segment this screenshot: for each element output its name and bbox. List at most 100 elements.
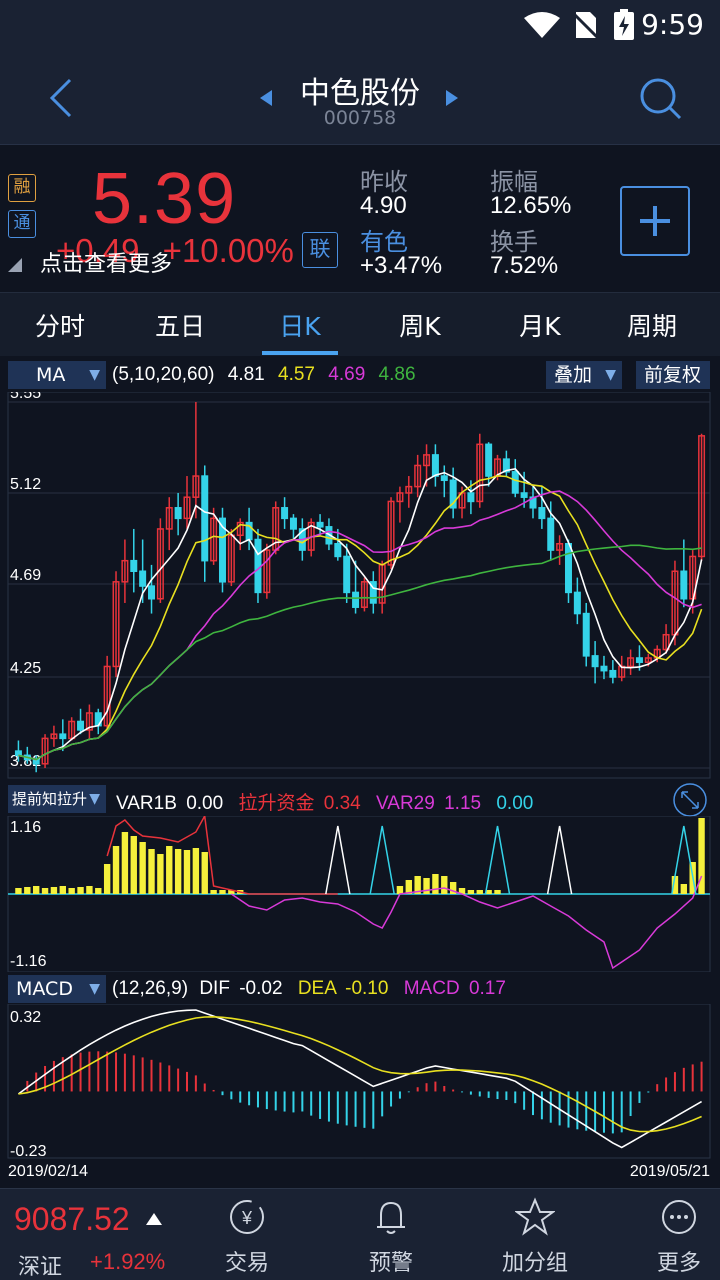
overlay-select[interactable]: 叠加 ▼ (546, 361, 622, 389)
tab-intraday[interactable]: 分时 (34, 312, 85, 341)
ma10-line (18, 474, 703, 761)
signal-spike (546, 825, 573, 895)
tab-period[interactable]: 周期 (626, 312, 677, 341)
macd-params: (12,26,9) (112, 978, 189, 999)
ma-values: (5,10,20,60) 4.81 4.57 4.69 4.86 (112, 364, 416, 386)
price-change: +0.49 +10.00% (56, 232, 294, 270)
change-value: +0.49 (56, 232, 140, 269)
nav-more[interactable]: 更多 (624, 1197, 720, 1277)
turnover-value: 7.52% (490, 252, 559, 279)
expand-icon[interactable] (672, 782, 708, 818)
add-watchlist-button[interactable] (620, 186, 690, 256)
plus-icon (640, 206, 670, 236)
candle-body (502, 458, 510, 473)
candle-body (263, 549, 271, 594)
indicator-bar (192, 848, 200, 894)
candle-body (573, 591, 581, 615)
period-tabs: 分时 五日 日K 周K 月K 周期 (0, 292, 720, 356)
candle-body (520, 492, 528, 498)
candle-body (547, 517, 555, 551)
candle-body (14, 750, 22, 757)
more-info-hint[interactable]: 点击查看更多 (40, 252, 173, 277)
corner-triangle-icon (8, 258, 22, 272)
chart-frame (7, 392, 711, 779)
candle-body (130, 559, 138, 572)
var29-label: VAR29 (376, 793, 435, 814)
ma-select-label: MA (36, 364, 66, 386)
candle-body (156, 528, 164, 600)
indicator-bar (219, 890, 226, 894)
y-tick-label: -1.16 (10, 953, 47, 970)
candle-body (476, 443, 484, 503)
candle-body (148, 585, 156, 600)
connect-tag: 通 (8, 210, 36, 238)
indicator-bar (174, 849, 182, 894)
nav-trade[interactable]: ¥ 交易 (192, 1197, 302, 1277)
y-tick-label: 5.55 (10, 392, 41, 402)
candle-body (600, 665, 608, 672)
var-indicator-select[interactable]: 提前知拉升 ▼ (8, 785, 106, 813)
indicator-bar (671, 876, 679, 894)
var29-value: 1.15 (444, 793, 482, 814)
tab-monthly-k[interactable]: 月K (519, 312, 561, 341)
prev-stock-icon[interactable] (258, 88, 274, 108)
candle-body (174, 507, 182, 520)
index-value[interactable]: 9087.52 (14, 1201, 130, 1237)
adjust-button[interactable]: 前复权 (636, 361, 710, 389)
indicator-bar (59, 886, 66, 894)
signal-spike (484, 825, 511, 895)
dea-line (18, 1015, 702, 1133)
macd-values: (12,26,9) DIF -0.02 DEA -0.10 MACD 0.17 (112, 978, 506, 1000)
amplitude-label: 振幅 (490, 168, 538, 196)
indicator-bar (148, 849, 155, 894)
tab-five-day[interactable]: 五日 (154, 312, 205, 341)
macd-label: MACD (403, 978, 460, 999)
candle-body (698, 435, 706, 558)
index-name: 深证 (18, 1255, 63, 1280)
tab-weekly-k[interactable]: 周K (399, 312, 441, 341)
nav-alert[interactable]: 预警 (336, 1197, 446, 1277)
macd-value: 0.17 (468, 978, 506, 999)
macd-indicator-select[interactable]: MACD ▼ (8, 975, 106, 1003)
bell-icon (377, 1201, 405, 1234)
indicator-bar (139, 842, 146, 894)
indicator-bar (396, 886, 404, 894)
y-tick-label: 5.12 (10, 476, 41, 493)
dropdown-arrow-icon: ▼ (605, 367, 616, 383)
candle-body (423, 454, 431, 467)
back-icon[interactable] (46, 78, 76, 118)
candlestick-chart[interactable]: 5.555.124.694.253.82 (0, 392, 720, 780)
search-icon[interactable] (638, 76, 682, 120)
candle-body (289, 517, 297, 530)
sector-label[interactable]: 有色 (360, 228, 408, 256)
indicator-bar (432, 874, 439, 894)
indicator-bar (166, 846, 173, 894)
candle-body (183, 496, 191, 520)
candle-body (662, 633, 670, 651)
quote-panel[interactable]: 融 通 5.39 +0.49 +10.00% 点击查看更多 联 昨收 4.90 … (0, 146, 720, 292)
candle-body (635, 657, 643, 663)
margin-tag: 融 (8, 174, 36, 202)
ma-indicator-select[interactable]: MA ▼ (8, 361, 106, 389)
wifi-icon (524, 12, 560, 38)
tab-daily-k[interactable]: 日K (279, 312, 321, 341)
macd-chart[interactable]: 0.32 -0.23 2019/02/14 2019/05/21 (0, 1004, 720, 1184)
candle-body (112, 581, 120, 668)
candle-body (103, 665, 111, 727)
candle-body (556, 542, 564, 551)
candle-body (431, 454, 439, 477)
fund-value: 0.34 (323, 793, 361, 814)
clock: 9:59 (641, 8, 704, 41)
dea-value: -0.10 (345, 978, 389, 999)
nav-add-group[interactable]: 加分组 (480, 1197, 590, 1277)
candle-body (121, 559, 129, 583)
up-triangle-icon (146, 1213, 162, 1225)
candle-body (644, 657, 652, 663)
next-stock-icon[interactable] (444, 88, 460, 108)
stock-name: 中色股份 (300, 76, 420, 111)
indicator-bar (494, 890, 501, 894)
candle-body (627, 657, 635, 668)
rally-indicator-chart[interactable]: 1.16 -1.16 (0, 816, 720, 972)
indicator-bar (201, 852, 208, 894)
linked-tag[interactable]: 联 (302, 232, 338, 268)
